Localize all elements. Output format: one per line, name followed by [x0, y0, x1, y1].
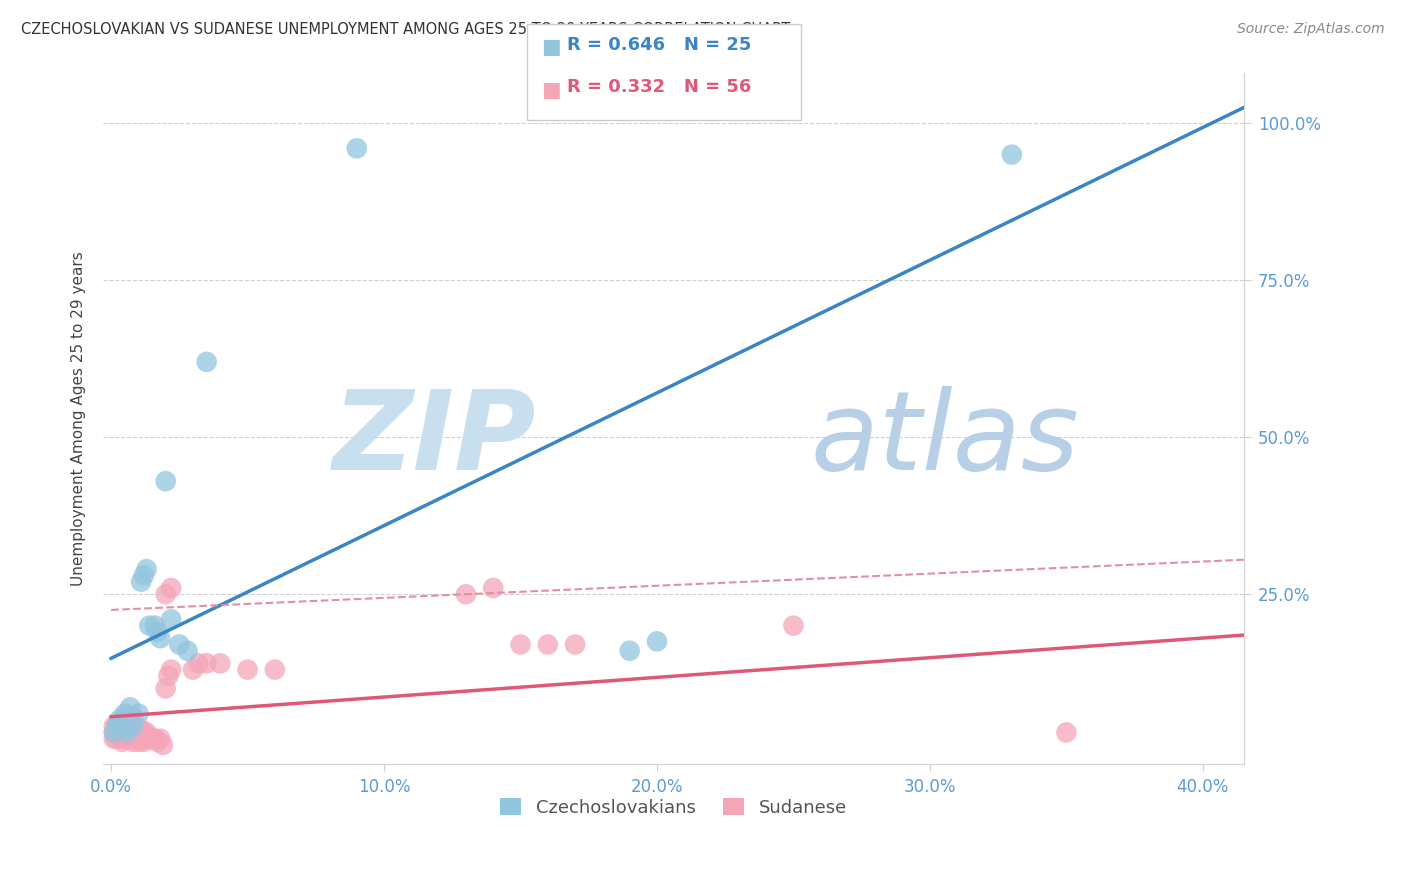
Point: [195, 657, 218, 671]
Point: [645, 634, 668, 648]
Point: [619, 644, 641, 658]
Point: [122, 709, 145, 723]
Point: [111, 735, 134, 749]
Point: [143, 618, 166, 632]
Point: [152, 738, 174, 752]
Point: [117, 725, 139, 739]
Text: R = 0.646   N = 25: R = 0.646 N = 25: [567, 36, 751, 54]
Point: [138, 731, 160, 746]
Point: [169, 638, 191, 652]
Point: [124, 731, 146, 746]
Point: [782, 618, 804, 632]
Point: [111, 719, 134, 733]
Text: ZIP: ZIP: [333, 385, 537, 492]
Point: [122, 719, 145, 733]
Point: [120, 725, 142, 739]
Point: [160, 663, 183, 677]
Point: [127, 706, 149, 721]
Point: [236, 663, 259, 677]
Point: [114, 725, 136, 739]
Point: [155, 587, 177, 601]
Point: [135, 725, 157, 739]
Point: [124, 725, 146, 739]
Point: [129, 731, 152, 746]
Point: [482, 581, 505, 595]
Legend: Czechoslovakians, Sudanese: Czechoslovakians, Sudanese: [492, 791, 855, 824]
Point: [564, 638, 586, 652]
Point: [141, 731, 163, 746]
Point: [105, 719, 128, 733]
Y-axis label: Unemployment Among Ages 25 to 29 years: Unemployment Among Ages 25 to 29 years: [72, 251, 86, 586]
Point: [155, 681, 177, 696]
Point: [157, 669, 180, 683]
Point: [146, 735, 169, 749]
Point: [129, 723, 152, 737]
Point: [120, 731, 142, 746]
Point: [187, 657, 209, 671]
Point: [120, 700, 142, 714]
Point: [108, 713, 131, 727]
Point: [114, 731, 136, 746]
Point: [129, 574, 152, 589]
Point: [132, 735, 155, 749]
Point: [122, 725, 145, 739]
Point: [155, 474, 177, 488]
Point: [149, 731, 172, 746]
Point: [117, 709, 139, 723]
Point: [1054, 725, 1077, 739]
Point: [146, 624, 169, 639]
Text: ■: ■: [541, 80, 561, 100]
Point: [209, 657, 232, 671]
Point: [117, 719, 139, 733]
Point: [454, 587, 477, 601]
Point: [143, 731, 166, 746]
Point: [105, 719, 128, 733]
Text: R = 0.332   N = 56: R = 0.332 N = 56: [567, 78, 751, 96]
Point: [105, 725, 128, 739]
Point: [114, 706, 136, 721]
Point: [509, 638, 531, 652]
Point: [135, 731, 157, 746]
Text: CZECHOSLOVAKIAN VS SUDANESE UNEMPLOYMENT AMONG AGES 25 TO 29 YEARS CORRELATION C: CZECHOSLOVAKIAN VS SUDANESE UNEMPLOYMENT…: [21, 22, 790, 37]
Point: [132, 568, 155, 582]
Point: [135, 562, 157, 576]
Point: [176, 644, 198, 658]
Point: [103, 731, 125, 746]
Point: [117, 729, 139, 743]
Point: [120, 709, 142, 723]
Point: [181, 663, 204, 677]
Point: [103, 725, 125, 739]
Point: [127, 735, 149, 749]
Point: [149, 631, 172, 645]
Text: atlas: atlas: [810, 385, 1078, 492]
Point: [537, 638, 560, 652]
Point: [108, 725, 131, 739]
Point: [105, 731, 128, 746]
Point: [160, 581, 183, 595]
Point: [103, 725, 125, 739]
Point: [160, 612, 183, 626]
Point: [122, 735, 145, 749]
Text: Source: ZipAtlas.com: Source: ZipAtlas.com: [1237, 22, 1385, 37]
Point: [346, 141, 368, 155]
Point: [263, 663, 285, 677]
Point: [108, 731, 131, 746]
Point: [111, 725, 134, 739]
Text: ■: ■: [541, 37, 561, 57]
Point: [132, 725, 155, 739]
Point: [138, 618, 160, 632]
Point: [127, 725, 149, 739]
Point: [114, 709, 136, 723]
Point: [103, 719, 125, 733]
Point: [1001, 147, 1024, 161]
Point: [195, 355, 218, 369]
